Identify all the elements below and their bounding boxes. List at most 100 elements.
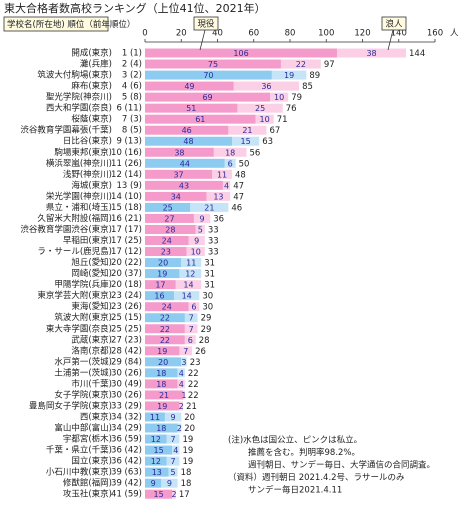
bar-segment bbox=[184, 313, 198, 323]
total-label: 18 bbox=[181, 468, 192, 478]
rank: 27 (23) bbox=[111, 335, 142, 345]
segment-label: 69 bbox=[202, 93, 212, 102]
total-label: 19 bbox=[182, 446, 193, 456]
segment-label: 10 bbox=[274, 93, 284, 102]
segment-label: 5 bbox=[171, 468, 176, 477]
total-label: 76 bbox=[286, 104, 297, 114]
segment-label: 3 bbox=[181, 358, 186, 367]
rank: 14 (10) bbox=[111, 192, 142, 202]
bar-segment bbox=[145, 291, 174, 301]
segment-label: 18 bbox=[225, 148, 235, 157]
school-name: 東京学芸大附(東京) bbox=[37, 290, 112, 301]
segment-label: 37 bbox=[173, 170, 183, 179]
total-label: 19 bbox=[182, 457, 193, 467]
school-name: 水戸第一(茨城) bbox=[54, 356, 112, 367]
bar-segment bbox=[166, 434, 180, 444]
school-name: 栄光学園(神奈川) bbox=[46, 191, 112, 202]
segment-label: 51 bbox=[186, 104, 196, 113]
segment-label: 4 bbox=[224, 181, 229, 190]
total-label: 89 bbox=[309, 71, 320, 81]
segment-label: 13 bbox=[152, 468, 162, 477]
total-label: 29 bbox=[201, 314, 212, 324]
segment-label: 25 bbox=[255, 104, 265, 113]
school-name: 筑波大付駒場(東京) bbox=[37, 70, 112, 81]
school-name: 女子学院(東京) bbox=[54, 389, 112, 400]
segment-label: 70 bbox=[203, 71, 213, 80]
rank: 4 (6) bbox=[122, 82, 142, 92]
total-label: 56 bbox=[250, 148, 261, 158]
segment-label: 34 bbox=[171, 192, 181, 201]
school-name: 聖光学院(神奈川) bbox=[46, 92, 112, 103]
segment-label: 7 bbox=[171, 435, 176, 444]
callout-line bbox=[387, 29, 394, 51]
segment-label: 11 bbox=[186, 259, 196, 268]
bar-segment bbox=[255, 114, 274, 124]
segment-label: 15 bbox=[154, 446, 164, 455]
segment-label: 6 bbox=[188, 336, 193, 345]
x-tick-label: 80 bbox=[285, 29, 296, 39]
segment-label: 22 bbox=[296, 60, 306, 69]
bar-segment bbox=[145, 213, 194, 223]
segment-label: 12 bbox=[151, 457, 161, 466]
school-name: 修猷館(福岡) bbox=[63, 478, 112, 489]
header-box bbox=[3, 16, 109, 32]
total-label: 17 bbox=[179, 490, 190, 500]
bar-segment bbox=[145, 346, 180, 356]
rank: 12 (14) bbox=[111, 170, 142, 180]
bar-segment bbox=[166, 456, 180, 466]
segment-label: 7 bbox=[171, 457, 176, 466]
total-label: 19 bbox=[182, 435, 193, 445]
segment-label: 38 bbox=[366, 49, 376, 58]
segment-label: 19 bbox=[157, 270, 167, 279]
segment-label: 19 bbox=[157, 347, 167, 356]
segment-label: 16 bbox=[154, 292, 164, 301]
x-tick-label: 40 bbox=[212, 29, 223, 39]
segment-label: 11 bbox=[217, 170, 227, 179]
rank: 2 (4) bbox=[122, 60, 142, 70]
segment-label: 4 bbox=[179, 380, 184, 389]
bar-segment bbox=[145, 92, 271, 102]
bar-segment bbox=[145, 169, 213, 179]
segment-label: 23 bbox=[161, 248, 171, 257]
bar-segment bbox=[181, 258, 202, 268]
segment-label: 6 bbox=[228, 159, 233, 168]
segment-label: 9 bbox=[194, 237, 199, 246]
segment-label: 21 bbox=[204, 203, 214, 212]
rank: 20 (18) bbox=[111, 280, 142, 290]
segment-label: 18 bbox=[156, 380, 166, 389]
segment-label: 25 bbox=[163, 203, 173, 212]
school-name: 甲陽学院(兵庫) bbox=[54, 279, 112, 290]
school-name: 市川(千葉) bbox=[71, 378, 112, 389]
bar-segment bbox=[145, 258, 182, 268]
segment-label: 9 bbox=[171, 413, 176, 422]
school-name: 富山中部(富山) bbox=[54, 423, 112, 434]
total-label: 97 bbox=[324, 60, 335, 70]
rank: 23 (26) bbox=[111, 302, 142, 312]
bar-segment bbox=[145, 59, 281, 69]
segment-label: 22 bbox=[160, 336, 170, 345]
total-label: 71 bbox=[277, 115, 288, 125]
bar-segment bbox=[145, 114, 256, 124]
bar-segment bbox=[145, 158, 225, 168]
callout-line bbox=[199, 29, 206, 51]
bar-segment bbox=[190, 202, 229, 212]
bar-segment bbox=[145, 191, 207, 201]
segment-label: 21 bbox=[159, 391, 169, 400]
segment-label: 20 bbox=[158, 259, 168, 268]
total-label: 22 bbox=[188, 369, 199, 379]
note: 推薦を含む。判明率98.2%。 bbox=[248, 447, 360, 458]
total-label: 33 bbox=[208, 237, 219, 247]
bar-segment bbox=[232, 136, 260, 146]
school-name: 海城(東京) bbox=[71, 180, 112, 191]
segment-label: 17 bbox=[155, 281, 165, 290]
callout-box bbox=[381, 16, 407, 31]
segment-label: 28 bbox=[165, 225, 175, 234]
x-tick-label: 120 bbox=[354, 29, 370, 39]
segment-label: 5 bbox=[198, 225, 203, 234]
x-tick-label: 0 bbox=[142, 29, 147, 39]
school-name: 渋谷教育学園渋谷(東京) bbox=[20, 224, 112, 235]
rank: 33 (29) bbox=[111, 401, 142, 411]
note: 週刊朝日、サンデー毎日、大学通信の合同調査。 bbox=[248, 460, 435, 471]
segment-label: 15 bbox=[241, 137, 251, 146]
